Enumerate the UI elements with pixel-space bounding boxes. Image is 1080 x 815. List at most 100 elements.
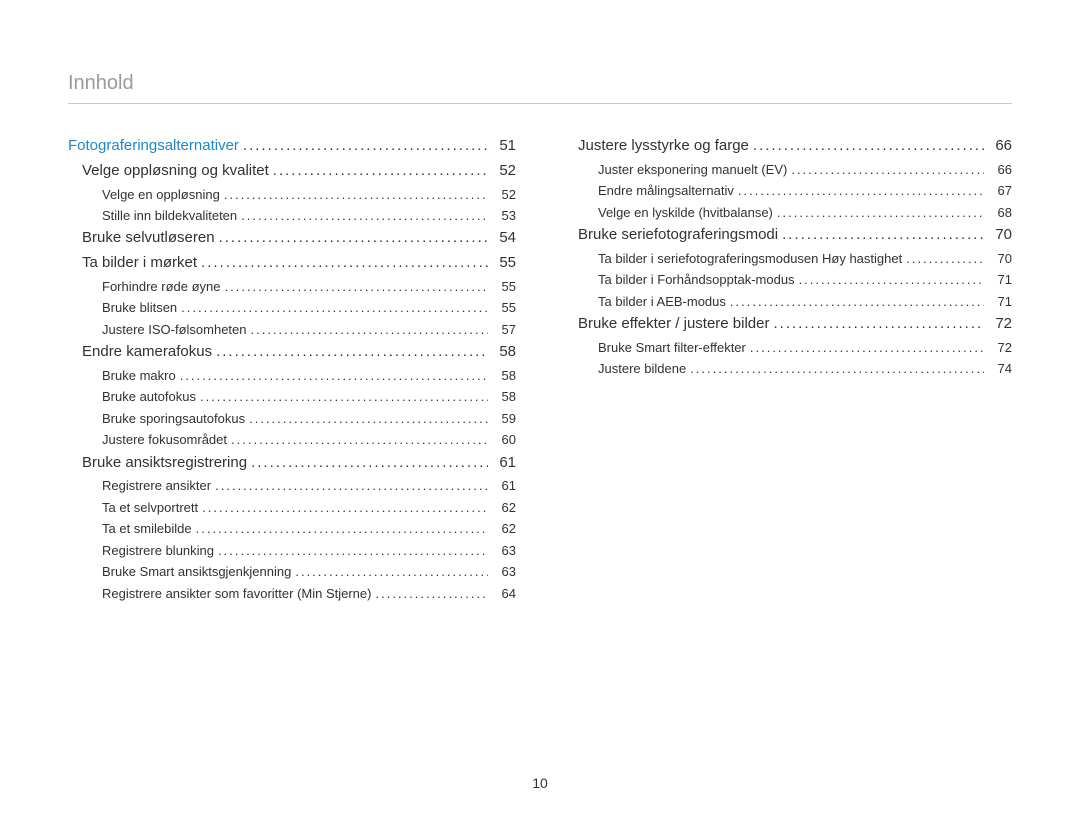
toc-columns: Fotograferingsalternativer51Velge oppløs… bbox=[68, 134, 1012, 604]
toc-entry[interactable]: Justere bildene 74 bbox=[564, 358, 1012, 379]
toc-entry[interactable]: Bruke Smart ansiktsgjenkjenning 63 bbox=[68, 561, 516, 582]
toc-entry-page: 71 bbox=[988, 291, 1012, 312]
toc-leader-dots bbox=[218, 540, 488, 561]
toc-entry-page: 59 bbox=[492, 408, 516, 429]
toc-entry[interactable]: Registrere ansikter som favoritter (Min … bbox=[68, 583, 516, 604]
toc-entry-label: Bruke blitsen bbox=[68, 297, 177, 318]
toc-entry[interactable]: Fotograferingsalternativer 51 bbox=[68, 134, 516, 159]
toc-entry-page: 55 bbox=[492, 251, 516, 276]
toc-entry-label: Stille inn bildekvaliteten bbox=[68, 205, 237, 226]
toc-entry-page: 70 bbox=[988, 223, 1012, 248]
toc-column-right: Justere lysstyrke og farge66Juster ekspo… bbox=[564, 134, 1012, 604]
toc-leader-dots bbox=[750, 337, 984, 358]
toc-entry[interactable]: Ta et smilebilde 62 bbox=[68, 518, 516, 539]
toc-leader-dots bbox=[231, 429, 488, 450]
toc-entry-label: Velge oppløsning og kvalitet bbox=[68, 159, 269, 184]
toc-leader-dots bbox=[181, 297, 488, 318]
toc-entry[interactable]: Velge en oppløsning52 bbox=[68, 184, 516, 205]
toc-entry[interactable]: Stille inn bildekvaliteten 53 bbox=[68, 205, 516, 226]
toc-entry-page: 61 bbox=[492, 451, 516, 476]
toc-entry[interactable]: Bruke sporingsautofokus 59 bbox=[68, 408, 516, 429]
toc-leader-dots bbox=[730, 291, 984, 312]
toc-entry[interactable]: Bruke autofokus 58 bbox=[68, 386, 516, 407]
toc-leader-dots bbox=[216, 340, 488, 365]
toc-leader-dots bbox=[251, 451, 488, 476]
toc-entry-page: 58 bbox=[492, 386, 516, 407]
toc-entry[interactable]: Endre målingsalternativ67 bbox=[564, 180, 1012, 201]
page-section-title: Innhold bbox=[68, 72, 1012, 104]
toc-leader-dots bbox=[241, 205, 488, 226]
toc-entry-label: Ta bilder i seriefotograferingsmodusen H… bbox=[564, 248, 902, 269]
toc-entry[interactable]: Bruke ansiktsregistrering 61 bbox=[68, 451, 516, 476]
toc-entry-page: 61 bbox=[492, 475, 516, 496]
toc-entry-label: Ta et selvportrett bbox=[68, 497, 198, 518]
toc-entry[interactable]: Bruke selvutløseren 54 bbox=[68, 226, 516, 251]
toc-entry-page: 71 bbox=[988, 269, 1012, 290]
toc-entry[interactable]: Bruke effekter / justere bilder 72 bbox=[564, 312, 1012, 337]
toc-leader-dots bbox=[375, 583, 488, 604]
toc-entry-label: Fotograferingsalternativer bbox=[68, 134, 239, 159]
toc-entry-label: Bruke makro bbox=[68, 365, 176, 386]
toc-entry-page: 63 bbox=[492, 540, 516, 561]
toc-entry[interactable]: Justere lysstyrke og farge66 bbox=[564, 134, 1012, 159]
toc-entry-label: Bruke seriefotograferingsmodi bbox=[564, 223, 778, 248]
toc-entry[interactable]: Bruke blitsen55 bbox=[68, 297, 516, 318]
toc-entry-label: Registrere ansikter som favoritter (Min … bbox=[68, 583, 371, 604]
toc-entry[interactable]: Forhindre røde øyne55 bbox=[68, 276, 516, 297]
toc-entry-page: 57 bbox=[492, 319, 516, 340]
toc-entry-page: 53 bbox=[492, 205, 516, 226]
toc-entry[interactable]: Registrere ansikter61 bbox=[68, 475, 516, 496]
toc-entry-label: Bruke ansiktsregistrering bbox=[68, 451, 247, 476]
toc-entry[interactable]: Velge oppløsning og kvalitet52 bbox=[68, 159, 516, 184]
toc-entry-label: Ta et smilebilde bbox=[68, 518, 192, 539]
toc-entry[interactable]: Ta bilder i Forhåndsopptak-modus71 bbox=[564, 269, 1012, 290]
toc-entry[interactable]: Ta bilder i AEB-modus71 bbox=[564, 291, 1012, 312]
toc-entry-page: 74 bbox=[988, 358, 1012, 379]
toc-entry-page: 51 bbox=[492, 134, 516, 159]
toc-entry-page: 66 bbox=[988, 159, 1012, 180]
toc-entry-page: 62 bbox=[492, 497, 516, 518]
toc-entry-label: Justere fokusområdet bbox=[68, 429, 227, 450]
toc-entry[interactable]: Juster eksponering manuelt (EV)66 bbox=[564, 159, 1012, 180]
toc-entry-label: Justere ISO-følsomheten bbox=[68, 319, 247, 340]
toc-entry[interactable]: Bruke seriefotograferingsmodi 70 bbox=[564, 223, 1012, 248]
toc-entry-page: 60 bbox=[492, 429, 516, 450]
toc-leader-dots bbox=[273, 159, 488, 184]
toc-leader-dots bbox=[777, 202, 984, 223]
toc-entry[interactable]: Velge en lyskilde (hvitbalanse)68 bbox=[564, 202, 1012, 223]
toc-entry-label: Bruke effekter / justere bilder bbox=[564, 312, 769, 337]
toc-entry-page: 72 bbox=[988, 312, 1012, 337]
page-number: 10 bbox=[0, 775, 1080, 791]
toc-entry-label: Bruke Smart ansiktsgjenkjenning bbox=[68, 561, 291, 582]
toc-entry-label: Velge en oppløsning bbox=[68, 184, 220, 205]
toc-leader-dots bbox=[791, 159, 984, 180]
toc-entry[interactable]: Registrere blunking 63 bbox=[68, 540, 516, 561]
toc-entry-label: Endre kamerafokus bbox=[68, 340, 212, 365]
toc-entry[interactable]: Ta et selvportrett 62 bbox=[68, 497, 516, 518]
toc-entry-label: Bruke sporingsautofokus bbox=[68, 408, 245, 429]
toc-entry-label: Bruke autofokus bbox=[68, 386, 196, 407]
toc-entry-page: 55 bbox=[492, 276, 516, 297]
toc-entry[interactable]: Bruke Smart filter-effekter72 bbox=[564, 337, 1012, 358]
toc-entry[interactable]: Bruke makro58 bbox=[68, 365, 516, 386]
toc-entry-label: Justere bildene bbox=[564, 358, 686, 379]
toc-leader-dots bbox=[215, 475, 488, 496]
toc-entry[interactable]: Justere fokusområdet 60 bbox=[68, 429, 516, 450]
toc-entry-page: 66 bbox=[988, 134, 1012, 159]
toc-entry-label: Endre målingsalternativ bbox=[564, 180, 734, 201]
toc-leader-dots bbox=[295, 561, 488, 582]
toc-entry[interactable]: Ta bilder i seriefotograferingsmodusen H… bbox=[564, 248, 1012, 269]
toc-leader-dots bbox=[782, 223, 984, 248]
toc-entry-page: 54 bbox=[492, 226, 516, 251]
toc-entry[interactable]: Ta bilder i mørket55 bbox=[68, 251, 516, 276]
toc-entry[interactable]: Endre kamerafokus58 bbox=[68, 340, 516, 365]
toc-entry-page: 62 bbox=[492, 518, 516, 539]
toc-entry-label: Bruke selvutløseren bbox=[68, 226, 215, 251]
toc-leader-dots bbox=[201, 251, 488, 276]
toc-leader-dots bbox=[799, 269, 984, 290]
toc-leader-dots bbox=[243, 134, 488, 159]
toc-entry[interactable]: Justere ISO-følsomheten 57 bbox=[68, 319, 516, 340]
toc-entry-page: 63 bbox=[492, 561, 516, 582]
toc-leader-dots bbox=[202, 497, 488, 518]
toc-entry-label: Registrere blunking bbox=[68, 540, 214, 561]
